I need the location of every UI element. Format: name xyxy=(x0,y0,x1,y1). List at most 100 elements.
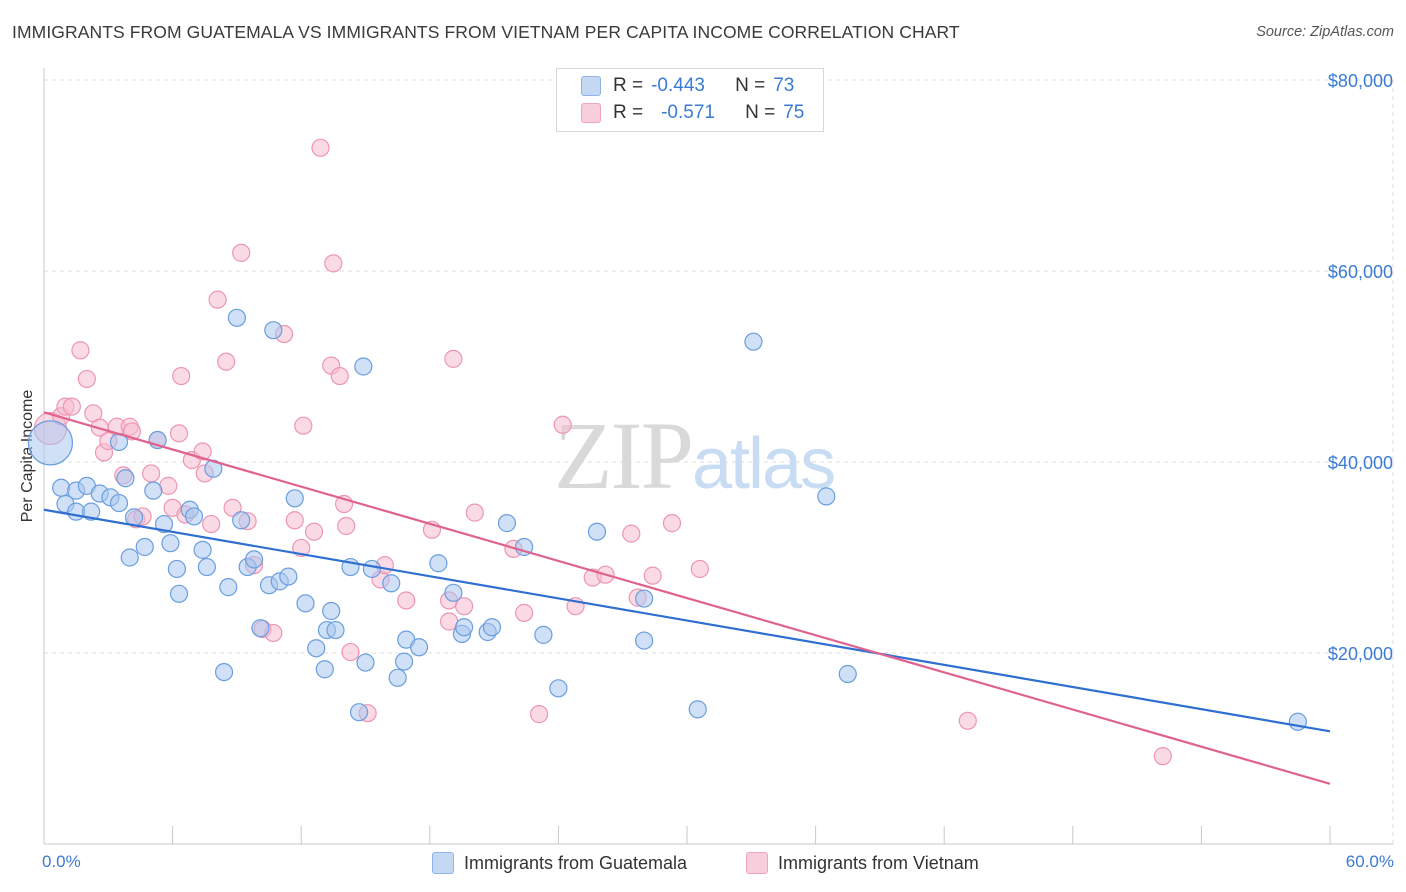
legend-row-vietnam: R = -0.571 N = 75 xyxy=(581,101,804,125)
guatemala-point xyxy=(307,639,326,658)
guatemala-point xyxy=(219,578,238,597)
guatemala-point xyxy=(251,619,270,638)
guatemala-point xyxy=(244,550,264,569)
bottom-legend-label-guatemala: Immigrants from Guatemala xyxy=(464,852,688,873)
guatemala-point xyxy=(838,664,857,684)
guatemala-point xyxy=(326,620,345,640)
bottom-legend-guatemala: Immigrants from Guatemala xyxy=(432,852,687,874)
bottom-legend-swatch-vietnam xyxy=(746,852,768,874)
vietnam-point xyxy=(1153,747,1172,766)
vietnam-point xyxy=(304,522,324,541)
guatemala-point xyxy=(27,420,74,466)
guatemala-point xyxy=(322,601,341,621)
guatemala-point xyxy=(167,559,186,579)
guatemala-point xyxy=(534,625,553,644)
chart-source: Source: ZipAtlas.com xyxy=(1256,24,1394,40)
x-tick-max: 60.0% xyxy=(1345,852,1394,871)
vietnam-point xyxy=(553,415,572,434)
guatemala-point xyxy=(817,487,836,506)
vietnam-point xyxy=(62,397,81,416)
guatemala-point xyxy=(549,679,568,698)
vietnam-point xyxy=(690,559,709,579)
watermark-atlas: atlas xyxy=(692,424,836,504)
y-tick-label: $80,000 xyxy=(1328,71,1393,91)
legend-r-label: R = xyxy=(613,102,644,123)
legend-r-value: -0.571 xyxy=(661,102,715,123)
bottom-legend-label-vietnam: Immigrants from Vietnam xyxy=(778,852,979,873)
guatemala-point xyxy=(144,481,163,500)
chart-title: IMMIGRANTS FROM GUATEMALA VS IMMIGRANTS … xyxy=(12,22,960,42)
guatemala-point xyxy=(362,559,382,579)
guatemala-point xyxy=(635,589,654,608)
guatemala-point xyxy=(482,618,502,637)
y-tick-labels: $20,000 $40,000 $60,000 $80,000 xyxy=(1328,71,1393,664)
legend-n-label: N = xyxy=(745,102,776,123)
guatemala-point xyxy=(454,618,474,637)
watermark-zip: ZIP xyxy=(554,402,694,509)
y-tick-label: $20,000 xyxy=(1328,644,1393,664)
guatemala-point xyxy=(444,583,463,602)
guatemala-point xyxy=(356,653,375,672)
bottom-legend-vietnam: Immigrants from Vietnam xyxy=(746,852,979,874)
vietnam-point xyxy=(311,138,330,157)
guatemala-point xyxy=(349,703,369,722)
guatemala-trend-line xyxy=(43,508,1331,733)
guatemala-point xyxy=(197,557,216,577)
watermark: ZIPatlas xyxy=(554,400,836,511)
guatemala-point xyxy=(135,537,154,557)
guatemala-point xyxy=(388,668,407,687)
vietnam-point xyxy=(465,503,484,522)
guatemala-point xyxy=(315,660,334,679)
vietnam-point xyxy=(643,566,662,585)
bottom-legend-swatch-guatemala xyxy=(432,852,454,874)
vietnam-point xyxy=(285,511,304,530)
legend-n-value: 73 xyxy=(773,75,795,96)
guatemala-point xyxy=(227,308,246,327)
y-tick-label: $60,000 xyxy=(1328,262,1393,282)
vietnam-point xyxy=(232,243,251,262)
guatemala-point xyxy=(429,554,448,573)
vietnam-point xyxy=(193,442,212,461)
guatemala-point xyxy=(116,469,135,488)
guatemala-point xyxy=(109,493,129,513)
vietnam-point xyxy=(515,603,534,622)
guatemala-point xyxy=(184,507,204,526)
vietnam-point xyxy=(444,349,463,368)
guatemala-point xyxy=(120,548,139,567)
vietnam-point xyxy=(77,369,96,389)
vietnam-point xyxy=(202,514,221,534)
guatemala-point xyxy=(154,514,174,534)
vietnam-point xyxy=(454,597,474,616)
legend-swatch-vietnam xyxy=(581,103,601,123)
vietnam-point xyxy=(958,711,977,730)
guatemala-points xyxy=(27,308,1307,731)
vietnam-point xyxy=(330,366,349,386)
guatemala-point xyxy=(635,631,654,650)
guatemala-point xyxy=(161,534,180,553)
vietnam-trend-line xyxy=(43,411,1331,785)
vietnam-points xyxy=(33,138,1172,766)
guatemala-point xyxy=(232,511,251,530)
stats-legend: R = -0.443 N = 73 R = -0.571 N = 75 xyxy=(556,68,824,132)
guatemala-point xyxy=(688,700,707,719)
guatemala-point xyxy=(296,594,315,613)
vietnam-point xyxy=(662,514,682,533)
guatemala-point xyxy=(169,584,189,603)
guatemala-point xyxy=(354,357,373,376)
legend-r-label: R = xyxy=(613,75,644,96)
guatemala-point xyxy=(382,574,401,593)
trend-lines xyxy=(43,411,1331,785)
vietnam-point xyxy=(292,538,311,558)
guatemala-point xyxy=(744,332,763,351)
vietnam-point xyxy=(208,290,227,309)
vietnam-point xyxy=(397,591,416,610)
vietnam-point xyxy=(294,416,313,435)
guatemala-point xyxy=(214,662,234,682)
vietnam-point xyxy=(341,642,360,662)
guatemala-point xyxy=(52,478,71,497)
x-tick-min: 0.0% xyxy=(42,852,81,871)
vietnam-point xyxy=(622,524,641,543)
grid xyxy=(44,79,1394,844)
legend-n-value: 75 xyxy=(783,102,805,123)
vietnam-point xyxy=(324,254,343,273)
